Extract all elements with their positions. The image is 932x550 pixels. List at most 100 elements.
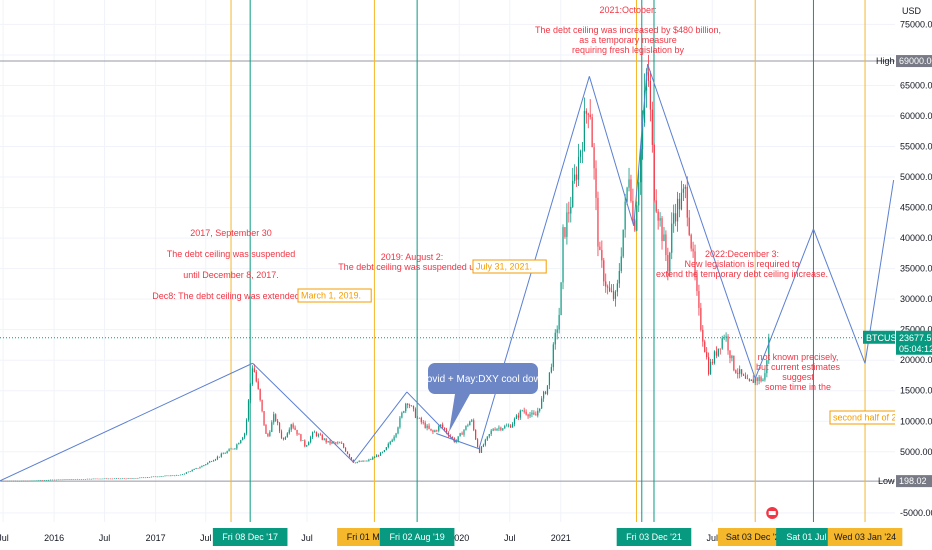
candle-body-102 <box>199 467 201 469</box>
candle-body-10 <box>20 480 22 482</box>
projection-line-6[interactable] <box>588 76 635 227</box>
candle-body-205 <box>399 417 401 428</box>
annotation-0[interactable]: 2017, September 30 The debt ceiling was s… <box>152 228 372 303</box>
candle-body-299 <box>581 150 584 152</box>
candle-body-97 <box>189 471 191 472</box>
candle-body-168 <box>327 441 329 443</box>
candle-body-2 <box>5 480 7 482</box>
candle-body-224 <box>436 430 438 431</box>
candle-body-78 <box>152 476 154 478</box>
projection-line-0[interactable] <box>252 362 354 463</box>
projection-line-2[interactable] <box>352 391 408 463</box>
candle-body-92 <box>179 474 182 476</box>
candle-body-98 <box>191 469 193 472</box>
annotations[interactable]: 2017, September 30 The debt ceiling was s… <box>152 5 932 425</box>
candle-body-128 <box>249 384 252 401</box>
marker-badge-1[interactable] <box>212 528 288 546</box>
candle-body-60 <box>117 478 120 480</box>
candle-body-252 <box>490 430 492 435</box>
candle-body-37 <box>73 479 75 480</box>
candle-body-294 <box>572 180 574 207</box>
candle-body-154 <box>300 434 302 441</box>
candle-body-390 <box>758 377 760 381</box>
annotation-1[interactable]: 2019: August 2:The debt ceiling was susp… <box>338 252 547 274</box>
candle-body-353 <box>686 186 688 218</box>
candle-body-381 <box>741 369 743 375</box>
candle-body-191 <box>372 457 374 460</box>
time-axis[interactable]: Jul2016Jul2017JulJul2020Jul2021JulSat 30… <box>0 507 932 550</box>
candle-body-206 <box>401 412 403 418</box>
candle-body-126 <box>245 419 248 434</box>
candle-body-313 <box>609 287 611 292</box>
candle-body-392 <box>762 379 764 382</box>
candle-body-32 <box>63 479 65 481</box>
candle-body-270 <box>525 411 527 415</box>
projection-line-7[interactable] <box>633 64 649 226</box>
candle-body-287 <box>558 314 560 330</box>
candle-body-362 <box>704 341 706 353</box>
candle-body-266 <box>517 415 519 418</box>
annotation-3-line-0: 2022:December 3: <box>705 249 779 259</box>
candle-body-225 <box>438 426 440 431</box>
y-tick-label-7: 40000.00 <box>900 233 932 243</box>
candle-body-334 <box>649 80 651 110</box>
candle-body-384 <box>746 378 749 380</box>
annotation-2[interactable]: 2021:October: The debt ceiling was increa… <box>535 5 721 55</box>
candle-body-228 <box>443 427 446 430</box>
candle-body-88 <box>172 475 174 477</box>
candle-body-186 <box>362 460 364 462</box>
marker-badge-9[interactable] <box>827 528 903 546</box>
candle-body-166 <box>323 438 325 440</box>
candle-body-278 <box>541 398 543 409</box>
x-tick-label-4: Jul <box>200 533 212 543</box>
candle-body-346 <box>673 213 675 224</box>
candle-body-175 <box>341 443 343 444</box>
candle-body-215 <box>418 417 420 419</box>
price-axis-bg <box>895 0 932 522</box>
projection-line-1[interactable] <box>0 362 253 482</box>
candle-body-394 <box>766 360 768 374</box>
candle-body-305 <box>593 147 595 169</box>
candle-body-149 <box>290 424 292 430</box>
candle-body-272 <box>529 414 531 417</box>
marker-badge-7[interactable] <box>717 528 793 546</box>
candle-body-176 <box>343 443 345 448</box>
candle-body-343 <box>667 255 669 272</box>
projection-line-4[interactable] <box>436 433 480 450</box>
annotation-0-line-6: Dec8: The debt ceiling was extended to <box>152 291 309 301</box>
candle-body-197 <box>383 450 386 452</box>
candle-body-326 <box>634 220 636 231</box>
candle-body-76 <box>148 477 151 478</box>
candle-body-248 <box>482 444 485 447</box>
last-price-badge <box>896 330 932 355</box>
projection-line-9[interactable] <box>754 228 814 379</box>
projection-line-10[interactable] <box>812 228 866 364</box>
candle-body-62 <box>121 478 123 480</box>
candle-body-132 <box>257 381 259 389</box>
annotation-3[interactable]: 2022:December 3:New legislation is requi… <box>656 249 828 279</box>
price-axis[interactable]: USD 75000.00 65000.00 60000.00 55000.00 50000… <box>863 0 932 522</box>
candle-body-352 <box>684 186 686 189</box>
candle-body-184 <box>358 461 360 462</box>
projection-line-8[interactable] <box>647 63 756 379</box>
candle-body-316 <box>614 291 617 299</box>
candle-body-19 <box>38 480 40 481</box>
candle-body-286 <box>556 329 558 333</box>
candle-body-345 <box>671 223 673 253</box>
covid-callout[interactable]: Covid + May:DXY cool down <box>420 363 547 432</box>
annotation-4-line-2: suggest <box>782 372 814 382</box>
x-tick-label-6: 2020 <box>449 533 469 543</box>
candle-body-262 <box>509 425 512 428</box>
projection-line-3[interactable] <box>406 391 456 443</box>
x-tick-label-7: Jul <box>504 533 516 543</box>
candle-body-325 <box>632 200 634 221</box>
candle-body-239 <box>465 425 467 430</box>
candle-body-86 <box>168 475 170 477</box>
marker-badge-6[interactable] <box>616 528 692 546</box>
candle-body-318 <box>618 270 620 284</box>
marker-badge-3[interactable] <box>379 528 455 546</box>
candle-body-143 <box>278 422 281 432</box>
candle-body-47 <box>92 478 94 480</box>
candle-body-234 <box>455 440 457 443</box>
